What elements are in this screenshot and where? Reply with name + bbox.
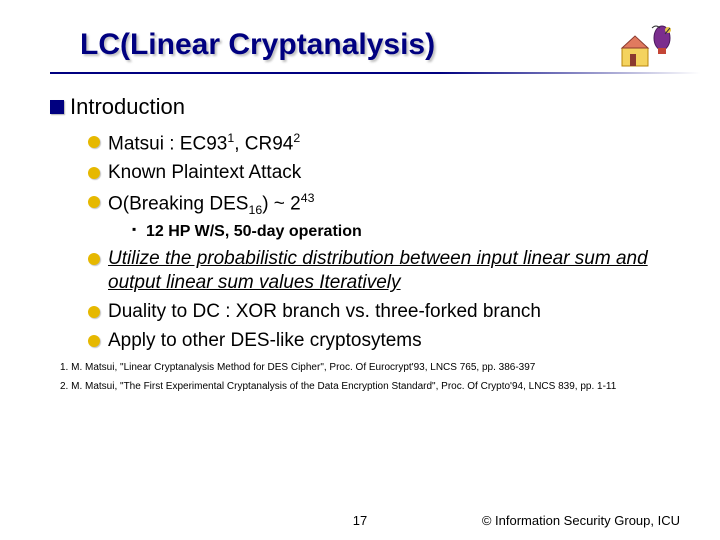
page-number: 17	[353, 513, 367, 528]
section-text: Introduction	[70, 94, 185, 119]
text-fragment-emphasis: Utilize the probabilistic distribution b…	[108, 248, 648, 294]
copyright-text: © Information Security Group, ICU	[482, 513, 680, 528]
slide-title: LC(Linear Cryptanalysis)	[80, 28, 435, 62]
square-bullet-icon	[50, 100, 64, 114]
bullet-item: Matsui : EC931, CR942	[88, 130, 680, 157]
superscript: 2	[293, 131, 300, 145]
references: 1. M. Matsui, "Linear Cryptanalysis Meth…	[60, 361, 680, 393]
title-underline	[50, 72, 700, 74]
footer: 17 © Information Security Group, ICU	[0, 513, 720, 528]
text-fragment: O(Breaking DES	[108, 193, 248, 214]
bullet-item: Known Plaintext Attack	[88, 161, 680, 186]
bullet-list: Matsui : EC931, CR942 Known Plaintext At…	[88, 130, 680, 353]
sub-bullet-list: 12 HP W/S, 50-day operation	[132, 222, 680, 243]
corner-illustration	[620, 20, 680, 70]
text-fragment: Apply to other DES-like cryptosytems	[108, 330, 422, 351]
text-fragment: Duality to DC : XOR branch vs. three-for…	[108, 301, 541, 322]
bullet-item: O(Breaking DES16) ~ 243 12 HP W/S, 50-da…	[88, 190, 680, 243]
subscript: 16	[248, 203, 262, 217]
title-row: LC(Linear Cryptanalysis)	[80, 20, 680, 70]
superscript: 43	[301, 191, 315, 205]
section-heading: Introduction	[50, 94, 680, 120]
slide-container: LC(Linear Cryptanalysis) Introduction Ma…	[0, 0, 720, 540]
bullet-item: Duality to DC : XOR branch vs. three-for…	[88, 300, 680, 325]
text-fragment: Known Plaintext Attack	[108, 162, 301, 183]
text-fragment: , CR94	[234, 133, 293, 154]
bullet-item: Apply to other DES-like cryptosytems	[88, 329, 680, 354]
reference-line: 2. M. Matsui, "The First Experimental Cr…	[60, 380, 680, 393]
sub-bullet-item: 12 HP W/S, 50-day operation	[132, 222, 680, 243]
reference-line: 1. M. Matsui, "Linear Cryptanalysis Meth…	[60, 361, 680, 374]
bullet-item: Utilize the probabilistic distribution b…	[88, 247, 680, 296]
text-fragment: ) ~ 2	[262, 193, 301, 214]
text-fragment: Matsui : EC93	[108, 133, 227, 154]
text-fragment: 12 HP W/S, 50-day operation	[146, 223, 362, 240]
